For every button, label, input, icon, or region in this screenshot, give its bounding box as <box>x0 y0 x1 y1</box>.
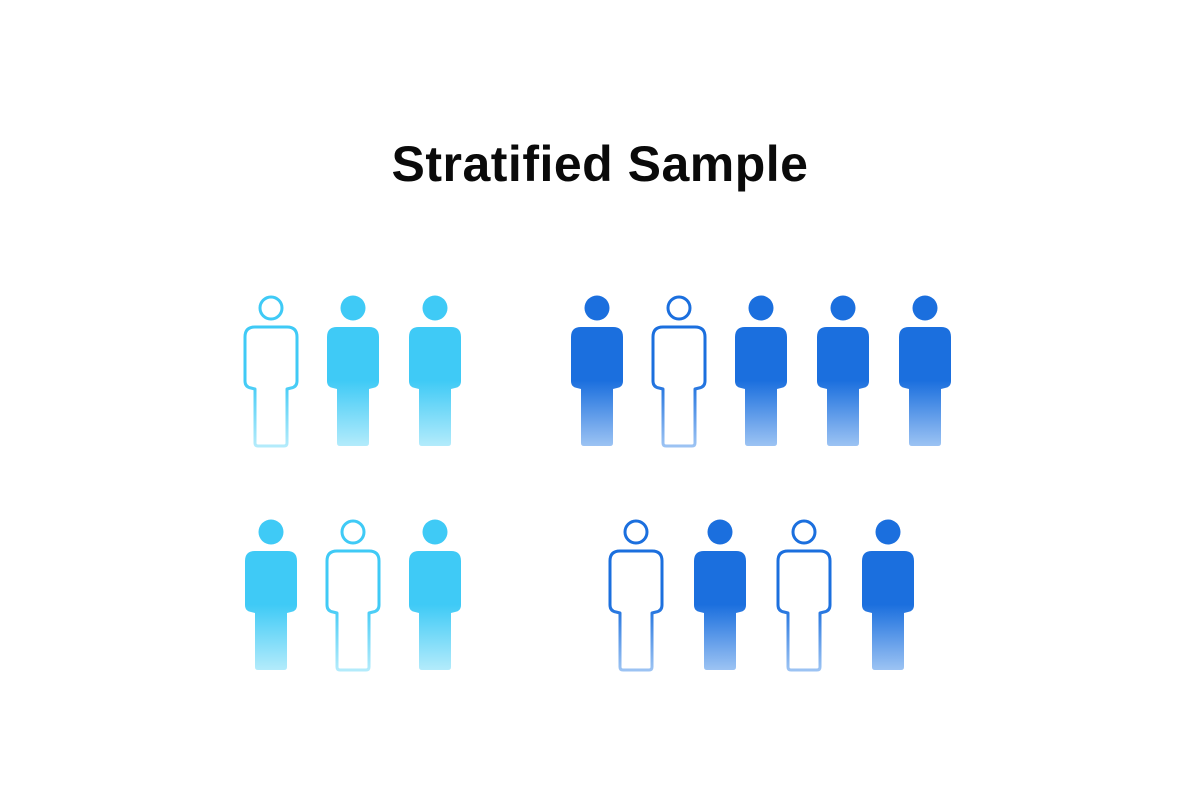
sampled-person-icon <box>776 519 832 672</box>
sampled-person-icon <box>651 295 707 448</box>
diagram-title: Stratified Sample <box>391 136 809 192</box>
person-icon <box>694 519 746 670</box>
stratum-group-2 <box>571 295 951 448</box>
person-icon <box>571 295 623 446</box>
person-icon <box>735 295 787 446</box>
stratum-group-4 <box>608 519 914 672</box>
person-icon <box>899 295 951 446</box>
person-icon <box>862 519 914 670</box>
person-icon <box>817 295 869 446</box>
stratum-group-3 <box>245 519 461 672</box>
sampled-person-icon <box>243 295 299 448</box>
person-icon <box>409 519 461 670</box>
stratum-group-1 <box>243 295 461 448</box>
sampled-person-icon <box>325 519 381 672</box>
person-icon <box>409 295 461 446</box>
person-icon <box>245 519 297 670</box>
person-icon <box>327 295 379 446</box>
sampled-person-icon <box>608 519 664 672</box>
